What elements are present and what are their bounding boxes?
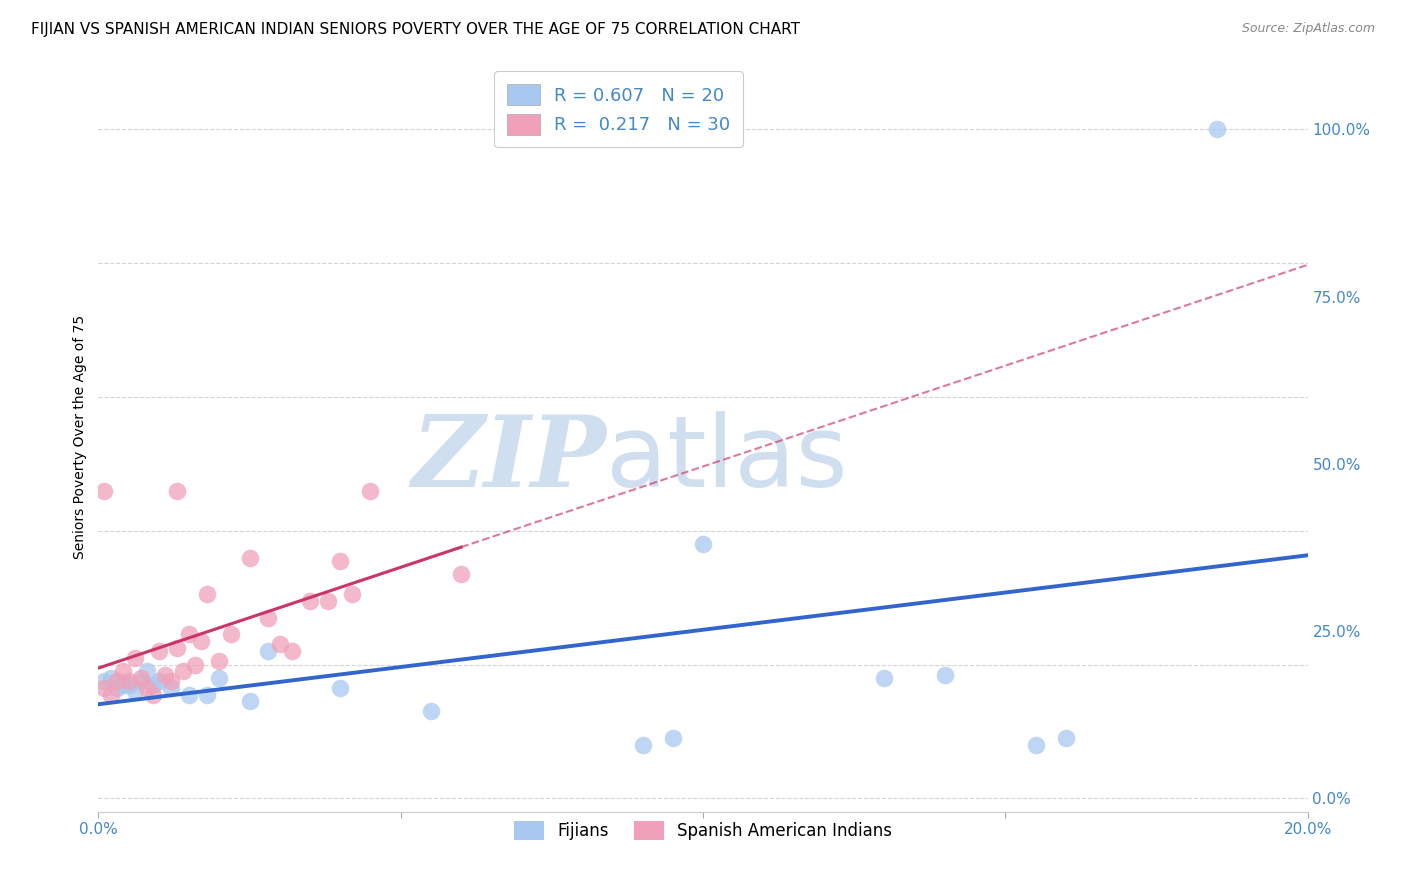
- Point: [129, 674, 152, 689]
- Point: [934, 667, 956, 681]
- Text: Source: ZipAtlas.com: Source: ZipAtlas.com: [1241, 22, 1375, 36]
- Point: [450, 567, 472, 582]
- Point: [105, 681, 128, 695]
- Point: [105, 674, 128, 689]
- Point: [195, 688, 218, 702]
- Point: [1024, 738, 1046, 752]
- Point: [239, 694, 262, 708]
- Point: [342, 587, 364, 601]
- Point: [1206, 122, 1229, 136]
- Point: [129, 671, 152, 685]
- Point: [124, 651, 146, 665]
- Point: [208, 671, 231, 685]
- Point: [118, 678, 141, 692]
- Point: [195, 587, 218, 601]
- Point: [148, 644, 170, 658]
- Point: [135, 681, 157, 695]
- Point: [1054, 731, 1077, 746]
- Text: atlas: atlas: [606, 411, 848, 508]
- Point: [135, 664, 157, 679]
- Point: [299, 594, 322, 608]
- Y-axis label: Seniors Poverty Over the Age of 75: Seniors Poverty Over the Age of 75: [73, 315, 87, 559]
- Point: [124, 684, 146, 698]
- Point: [316, 594, 339, 608]
- Point: [100, 688, 122, 702]
- Point: [420, 705, 443, 719]
- Point: [142, 688, 165, 702]
- Point: [256, 644, 278, 658]
- Point: [269, 637, 291, 651]
- Point: [631, 738, 654, 752]
- Point: [111, 664, 134, 679]
- Point: [93, 483, 115, 498]
- Point: [208, 654, 231, 668]
- Point: [190, 634, 212, 648]
- Point: [184, 657, 207, 672]
- Point: [179, 627, 201, 641]
- Text: ZIP: ZIP: [412, 411, 606, 508]
- Point: [692, 537, 714, 551]
- Point: [160, 674, 183, 689]
- Point: [166, 483, 188, 498]
- Point: [172, 664, 194, 679]
- Point: [118, 674, 141, 689]
- Point: [661, 731, 683, 746]
- Point: [329, 681, 352, 695]
- Point: [179, 688, 201, 702]
- Point: [360, 483, 382, 498]
- Point: [93, 681, 115, 695]
- Point: [221, 627, 243, 641]
- Point: [111, 678, 134, 692]
- Point: [153, 667, 176, 681]
- Point: [100, 671, 122, 685]
- Point: [256, 611, 278, 625]
- Legend: Fijians, Spanish American Indians: Fijians, Spanish American Indians: [506, 813, 900, 848]
- Point: [142, 678, 165, 692]
- Point: [166, 640, 188, 655]
- Point: [281, 644, 304, 658]
- Point: [93, 674, 115, 689]
- Point: [329, 554, 352, 568]
- Point: [873, 671, 896, 685]
- Point: [160, 681, 183, 695]
- Text: FIJIAN VS SPANISH AMERICAN INDIAN SENIORS POVERTY OVER THE AGE OF 75 CORRELATION: FIJIAN VS SPANISH AMERICAN INDIAN SENIOR…: [31, 22, 800, 37]
- Point: [148, 674, 170, 689]
- Point: [239, 550, 262, 565]
